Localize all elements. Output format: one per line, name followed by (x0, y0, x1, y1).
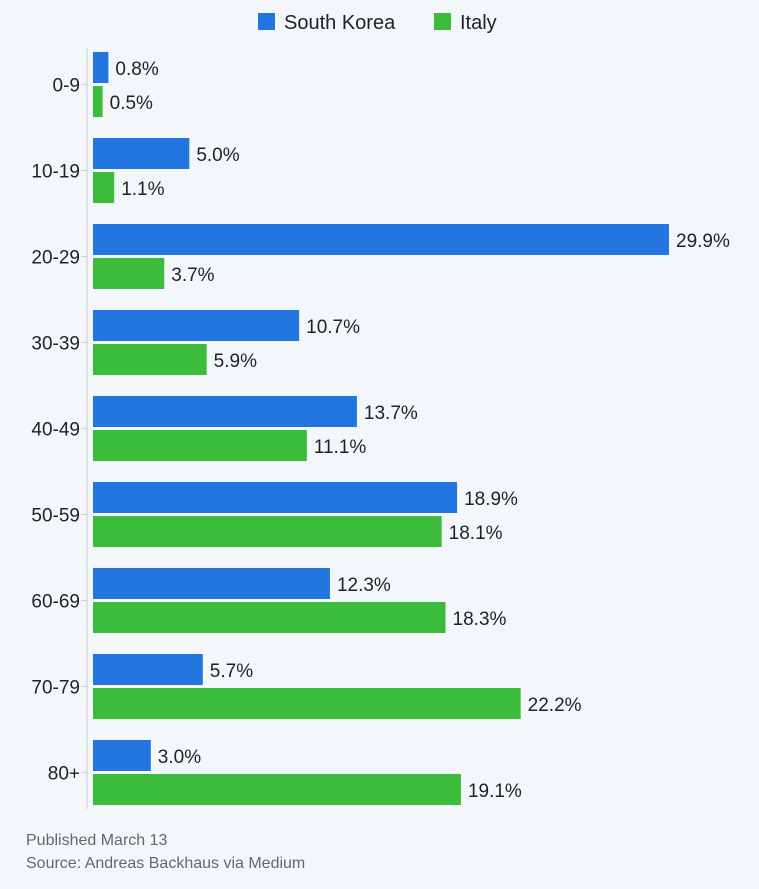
bar-south-korea-60-69 (93, 568, 330, 599)
value-label: 10.7% (306, 317, 360, 338)
bar-italy-30-39 (93, 344, 207, 375)
bar-south-korea-20-29 (93, 224, 669, 255)
value-label: 19.1% (468, 781, 522, 802)
value-label: 29.9% (676, 231, 730, 252)
category-label-0-9: 0-9 (53, 76, 80, 97)
legend-label-0: South Korea (284, 12, 396, 34)
value-label: 11.1% (314, 437, 367, 458)
category-label-80+: 80+ (48, 764, 80, 785)
legend-swatch-0 (258, 13, 275, 30)
published-date: Published March 13 (26, 832, 168, 849)
bar-italy-80+ (93, 774, 461, 805)
legend-swatch-1 (434, 13, 451, 30)
value-label: 5.7% (210, 661, 253, 682)
bar-italy-50-59 (93, 516, 442, 547)
category-label-40-49: 40-49 (31, 420, 80, 441)
bar-south-korea-80+ (93, 740, 151, 771)
value-label: 5.0% (196, 145, 239, 166)
value-label: 5.9% (214, 351, 257, 372)
value-label: 18.9% (464, 489, 518, 510)
value-label: 22.2% (528, 695, 582, 716)
category-label-30-39: 30-39 (31, 334, 80, 355)
bar-south-korea-10-19 (93, 138, 190, 169)
bar-south-korea-70-79 (93, 654, 203, 685)
bar-south-korea-30-39 (93, 310, 300, 341)
bar-south-korea-40-49 (93, 396, 357, 427)
legend: South Korea Italy (258, 12, 497, 34)
value-label: 1.1% (121, 179, 164, 200)
value-label: 18.3% (453, 609, 507, 630)
bar-south-korea-0-9 (93, 52, 109, 83)
source-note: Source: Andreas Backhaus via Medium (26, 855, 306, 872)
value-label: 3.7% (171, 265, 214, 286)
value-labels: 0.8% 0.5% 5.0% 1.1% 29.9% 3.7% 10.7% 5.9% 13.7% 1… (110, 59, 730, 802)
value-label: 3.0% (158, 747, 201, 768)
bar-italy-10-19 (93, 172, 115, 203)
bar-italy-0-9 (93, 86, 103, 117)
value-label: 0.8% (115, 59, 158, 80)
category-label-60-69: 60-69 (31, 592, 80, 613)
bar-italy-20-29 (93, 258, 165, 289)
bar-south-korea-50-59 (93, 482, 458, 513)
legend-label-1: Italy (460, 12, 497, 34)
bar-italy-70-79 (93, 688, 521, 719)
value-label: 13.7% (364, 403, 418, 424)
category-axis: 0-9 10-19 20-29 30-39 40-49 50-59 60-69 70-79 80… (31, 48, 88, 809)
category-label-50-59: 50-59 (31, 506, 80, 527)
value-label: 18.1% (449, 523, 503, 544)
value-label: 12.3% (337, 575, 391, 596)
category-label-20-29: 20-29 (31, 248, 80, 269)
value-label: 0.5% (110, 93, 153, 114)
category-label-10-19: 10-19 (31, 162, 80, 183)
bar-italy-40-49 (93, 430, 307, 461)
bar-italy-60-69 (93, 602, 446, 633)
category-label-70-79: 70-79 (31, 678, 80, 699)
bars (93, 52, 669, 805)
